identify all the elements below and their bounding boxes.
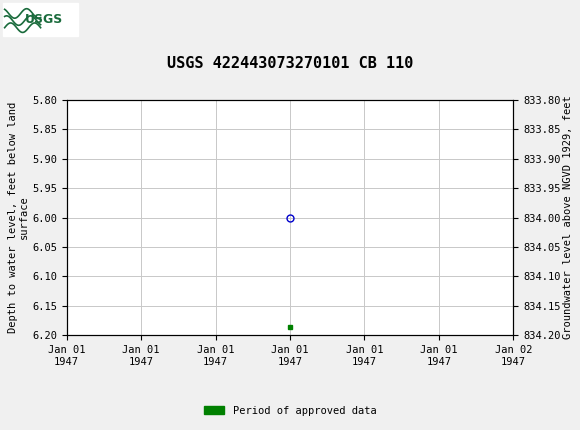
FancyBboxPatch shape [3, 3, 78, 37]
Y-axis label: Depth to water level, feet below land
surface: Depth to water level, feet below land su… [8, 102, 29, 333]
Legend: Period of approved data: Period of approved data [200, 401, 380, 420]
Y-axis label: Groundwater level above NGVD 1929, feet: Groundwater level above NGVD 1929, feet [563, 96, 573, 339]
Text: USGS 422443073270101 CB 110: USGS 422443073270101 CB 110 [167, 56, 413, 71]
Text: USGS: USGS [24, 13, 63, 26]
